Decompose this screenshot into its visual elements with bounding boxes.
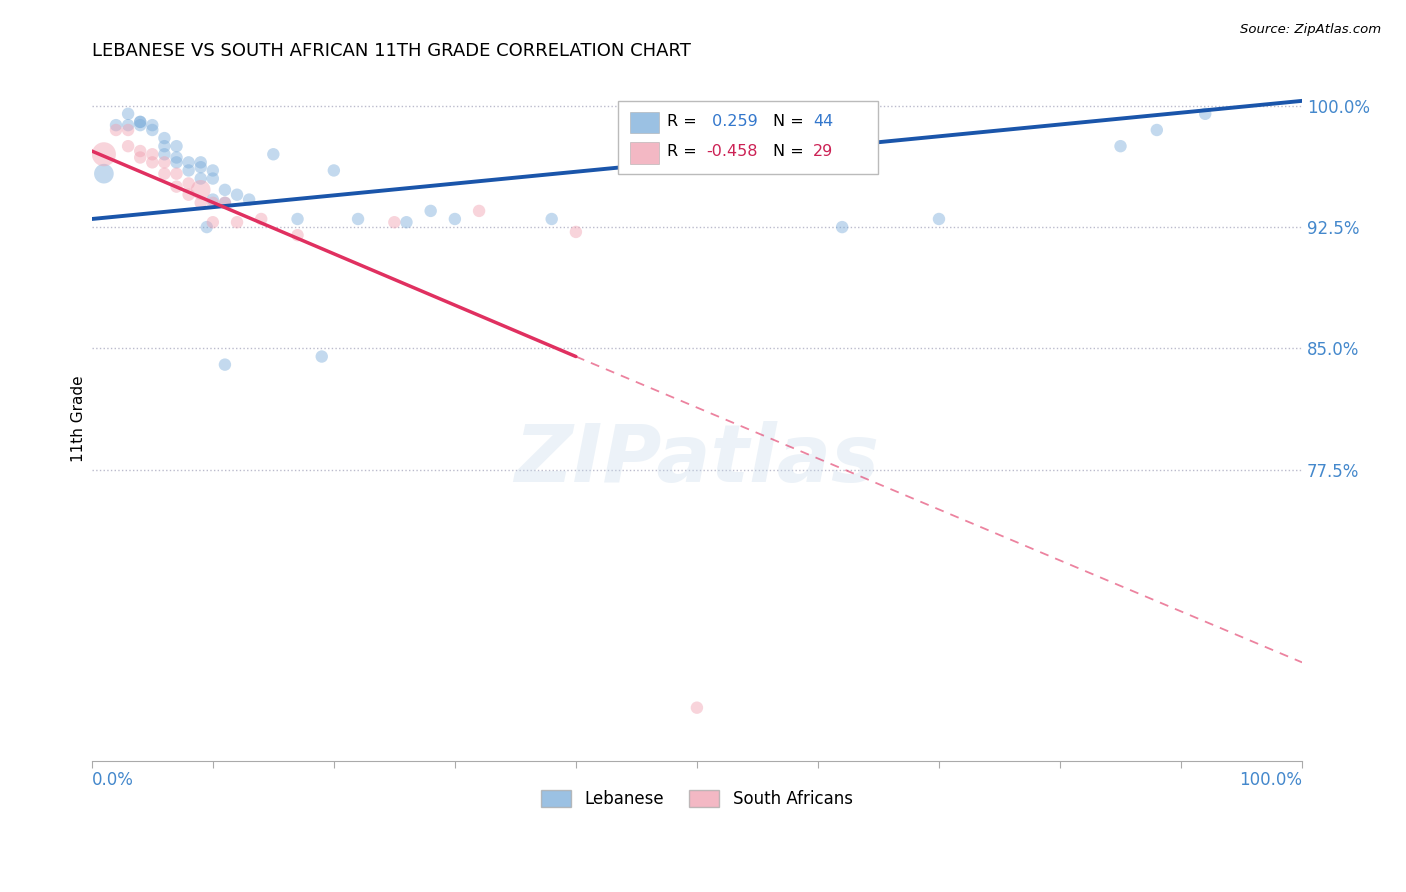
Point [395, 215, 418, 229]
Point [177, 177, 200, 191]
Point [226, 215, 249, 229]
Point [177, 155, 200, 169]
Text: 0.0%: 0.0% [91, 772, 134, 789]
Point [238, 193, 260, 207]
Point [141, 155, 163, 169]
Point [347, 212, 370, 227]
Point [105, 123, 128, 137]
FancyBboxPatch shape [630, 142, 659, 163]
Point [117, 123, 139, 137]
Point [117, 107, 139, 121]
Point [540, 212, 562, 227]
Text: LEBANESE VS SOUTH AFRICAN 11TH GRADE CORRELATION CHART: LEBANESE VS SOUTH AFRICAN 11TH GRADE COR… [91, 42, 690, 60]
Point [153, 147, 176, 161]
Point [1194, 107, 1216, 121]
Point [129, 151, 152, 165]
Point [565, 225, 588, 239]
Point [141, 118, 163, 132]
Point [468, 203, 491, 218]
Point [1146, 123, 1168, 137]
Point [214, 358, 236, 372]
Text: N =: N = [773, 144, 808, 159]
Point [190, 160, 212, 174]
Point [166, 155, 188, 169]
Point [214, 183, 236, 197]
Point [382, 215, 405, 229]
FancyBboxPatch shape [619, 101, 879, 175]
Point [93, 147, 115, 161]
Point [190, 155, 212, 169]
Text: N =: N = [773, 113, 808, 128]
Point [153, 139, 176, 153]
Point [166, 179, 188, 194]
Point [262, 147, 284, 161]
Text: 0.259: 0.259 [707, 113, 758, 128]
Point [177, 163, 200, 178]
Point [322, 163, 344, 178]
Text: ZIPatlas: ZIPatlas [515, 421, 879, 499]
Point [129, 115, 152, 129]
Point [686, 700, 709, 714]
Point [201, 171, 224, 186]
Text: -0.458: -0.458 [707, 144, 758, 159]
Point [190, 183, 212, 197]
Point [201, 215, 224, 229]
Point [166, 167, 188, 181]
Point [93, 167, 115, 181]
Text: 29: 29 [813, 144, 834, 159]
Point [177, 187, 200, 202]
Point [129, 144, 152, 158]
Point [153, 131, 176, 145]
Point [201, 195, 224, 210]
Point [287, 212, 309, 227]
FancyBboxPatch shape [630, 112, 659, 134]
Point [117, 118, 139, 132]
Point [1109, 139, 1132, 153]
Point [129, 115, 152, 129]
Point [166, 139, 188, 153]
Point [141, 147, 163, 161]
Point [153, 155, 176, 169]
Point [129, 118, 152, 132]
Point [141, 123, 163, 137]
Point [190, 195, 212, 210]
Point [201, 193, 224, 207]
Text: R =: R = [666, 144, 702, 159]
Text: R =: R = [666, 113, 702, 128]
Text: 44: 44 [813, 113, 834, 128]
Point [444, 212, 467, 227]
Legend: Lebanese, South Africans: Lebanese, South Africans [534, 783, 859, 814]
Text: Source: ZipAtlas.com: Source: ZipAtlas.com [1240, 23, 1381, 37]
Point [311, 350, 333, 364]
Point [195, 220, 218, 235]
Point [287, 228, 309, 243]
Y-axis label: 11th Grade: 11th Grade [72, 376, 86, 462]
Text: 100.0%: 100.0% [1239, 772, 1302, 789]
Point [214, 195, 236, 210]
Point [250, 212, 273, 227]
Point [105, 118, 128, 132]
Point [166, 151, 188, 165]
Point [214, 195, 236, 210]
Point [419, 203, 441, 218]
Point [153, 167, 176, 181]
Point [928, 212, 950, 227]
Point [831, 220, 853, 235]
Point [226, 187, 249, 202]
Point [201, 163, 224, 178]
Point [190, 171, 212, 186]
Point [117, 139, 139, 153]
